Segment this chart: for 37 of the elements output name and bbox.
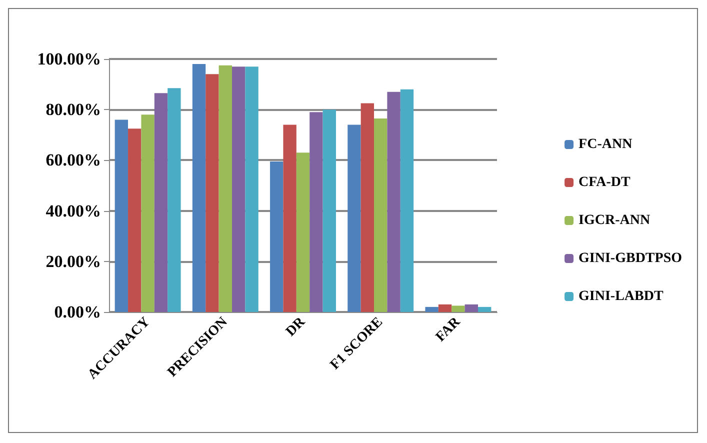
bar — [114, 120, 128, 312]
bar — [478, 306, 492, 312]
bar — [374, 118, 388, 312]
x-tick-label: DR — [283, 314, 309, 340]
y-tick-label: 60.00% — [46, 150, 101, 170]
y-tick-label: 20.00% — [46, 252, 101, 271]
bar — [464, 304, 478, 312]
bar — [348, 124, 361, 312]
bar — [360, 103, 374, 312]
bar — [452, 306, 465, 312]
bar — [168, 88, 181, 312]
bar — [192, 64, 206, 312]
legend-label: GINI-LABDT — [578, 289, 664, 304]
bar — [245, 66, 258, 312]
bar — [322, 110, 336, 312]
y-tick-label: 100.00% — [37, 50, 101, 68]
y-tick-label: 0.00% — [54, 302, 101, 322]
legend-label: FC-ANN — [578, 137, 632, 152]
legend-label: CFA-DT — [578, 175, 632, 190]
y-tick-label: 40.00% — [46, 201, 101, 220]
bar — [310, 112, 323, 312]
y-tick-label: 80.00% — [46, 100, 101, 120]
bar — [387, 92, 400, 312]
bar — [296, 152, 310, 312]
legend-label: IGCR-ANN — [578, 213, 650, 228]
bar — [141, 114, 154, 312]
bar — [232, 66, 246, 312]
bar — [218, 65, 232, 312]
bar — [438, 304, 452, 312]
bar — [128, 128, 142, 312]
bar — [206, 74, 219, 312]
bar — [425, 306, 438, 312]
bar — [400, 89, 414, 312]
bar — [154, 93, 168, 312]
bar — [270, 161, 284, 312]
bar — [283, 124, 296, 312]
legend-label: GINI-GBDTPSO — [578, 251, 682, 266]
